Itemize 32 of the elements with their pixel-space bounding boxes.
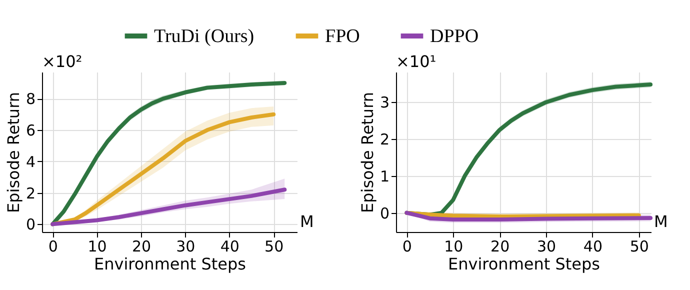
y-axis-title: Episode Return — [4, 92, 23, 214]
x-tick-label: 40 — [220, 238, 240, 256]
x-tick-label: 40 — [583, 238, 603, 256]
x-tick-label: 20 — [132, 238, 152, 256]
x-tick-label: 10 — [88, 238, 107, 256]
y-tick-label: 6 — [26, 122, 36, 140]
y-tick-label: 2 — [380, 130, 390, 149]
y-tick-label: 2 — [26, 184, 36, 202]
y-tick-label: 0 — [26, 216, 36, 234]
x-tick-label: 30 — [176, 238, 196, 256]
text: M — [654, 212, 668, 231]
x-tick-label: 30 — [536, 238, 556, 256]
x-tick-label: 0 — [402, 238, 412, 256]
text: ×10² — [42, 52, 82, 71]
y-tick-label: 8 — [26, 90, 36, 108]
y-tick-label: 1 — [380, 167, 390, 186]
x-tick-label: 10 — [444, 238, 464, 256]
x-tick-label: 50 — [630, 238, 649, 256]
x-tick-label: 0 — [48, 238, 58, 256]
legend-label: DPPO — [430, 26, 479, 47]
x-axis-title: Environment Steps — [94, 254, 246, 274]
text: ×10¹ — [396, 52, 436, 71]
legend-label: TruDi (Ours) — [154, 26, 254, 47]
text: M — [300, 212, 314, 231]
y-tick-label: 4 — [26, 152, 36, 171]
x-tick-label: 50 — [264, 238, 284, 256]
y-tick-label: 0 — [380, 204, 390, 222]
y-axis-title: Episode Return — [358, 92, 377, 214]
x-tick-label: 20 — [490, 238, 510, 256]
y-tick-label: 3 — [380, 94, 390, 112]
legend-label: FPO — [325, 26, 360, 47]
x-axis-title: Environment Steps — [448, 254, 600, 274]
